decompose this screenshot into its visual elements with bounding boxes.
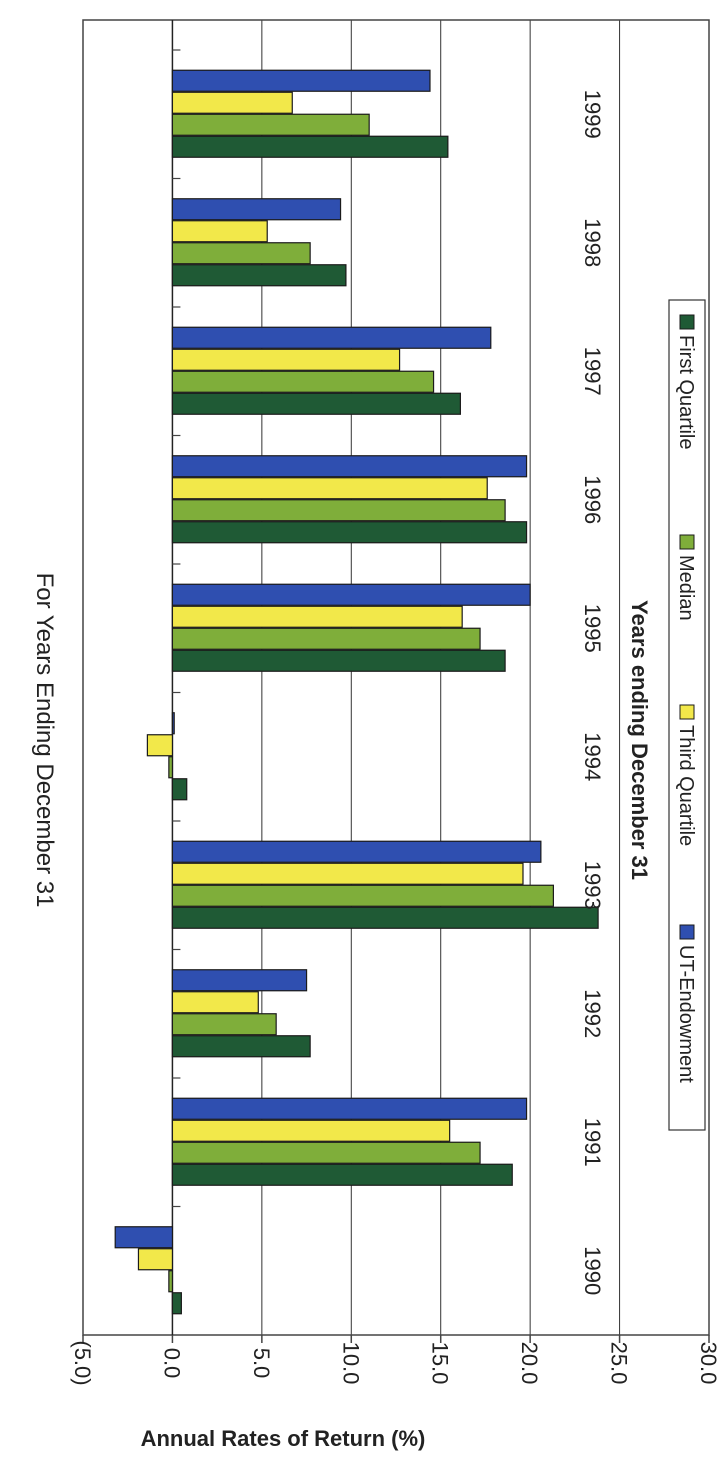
bar (171, 477, 488, 500)
bar (171, 113, 370, 136)
y-tick-label: 5.0 (249, 1348, 274, 1379)
legend-label: Median (675, 555, 697, 621)
legend-swatch (679, 534, 695, 550)
bar (171, 1013, 277, 1036)
bar (171, 712, 175, 735)
bar (171, 326, 492, 349)
legend-label: Third Quartile (675, 725, 697, 846)
bar (171, 242, 311, 265)
y-tick-label: 10.0 (338, 1342, 363, 1385)
bar (171, 649, 506, 672)
y-tick-label: 20.0 (517, 1342, 542, 1385)
bar (171, 778, 188, 801)
bar (171, 392, 461, 415)
bar (171, 1141, 481, 1164)
plot-area: (5.0) 0.0 5.0 10.0 15.0 20.0 25.0 30.0 1990 1991 1… (70, 19, 721, 1386)
x-tick-label: 1996 (580, 475, 605, 524)
y-tick-label: (5.0) (70, 1340, 95, 1385)
x-tick-label: 1994 (580, 732, 605, 781)
x-tick-label: 1995 (580, 604, 605, 653)
bar (146, 734, 174, 757)
legend-swatch (679, 314, 695, 330)
bar (171, 499, 506, 522)
x-tick-label: 1993 (580, 861, 605, 910)
x-tick-label: 1999 (580, 90, 605, 139)
y-tick-label: 25.0 (607, 1342, 632, 1385)
legend: First Quartile Median Third Quartile UT-End… (668, 299, 706, 1131)
plot-frame (82, 19, 710, 1336)
bar (168, 1270, 174, 1293)
bar (171, 884, 554, 907)
bar (171, 1119, 451, 1142)
bar (171, 605, 463, 628)
bar (171, 220, 268, 243)
bar (171, 969, 308, 992)
bar (171, 862, 524, 885)
bar (171, 991, 259, 1014)
bar (171, 455, 528, 478)
bar (171, 264, 347, 287)
bar (171, 1035, 311, 1058)
x-tick-label: 1997 (580, 347, 605, 396)
x-tick-label: 1998 (580, 218, 605, 267)
legend-swatch (679, 704, 695, 720)
y-axis-title: Annual Rates of Return (%) (141, 1426, 426, 1451)
legend-swatch (679, 924, 695, 940)
chart-title: For Years Ending December 31 (31, 573, 58, 908)
bar (171, 583, 531, 606)
bar (171, 1163, 513, 1186)
y-tick-label: 0.0 (159, 1348, 184, 1379)
x-tick-label: 1991 (580, 1118, 605, 1167)
x-axis-title: Years ending December 31 (627, 600, 652, 880)
y-tick-label: 15.0 (428, 1342, 453, 1385)
bar (171, 1292, 182, 1315)
legend-label: UT-Endowment (675, 945, 697, 1083)
bar (171, 91, 293, 114)
bar (171, 906, 599, 929)
bar (171, 370, 435, 393)
bar (114, 1226, 174, 1249)
bar (171, 627, 481, 650)
bar (171, 135, 449, 158)
x-tick-label: 1990 (580, 1246, 605, 1295)
bar (168, 756, 174, 779)
x-tick-label: 1992 (580, 989, 605, 1038)
bar (137, 1248, 174, 1271)
bar (171, 1097, 528, 1120)
bar (171, 348, 401, 371)
bar (171, 521, 528, 544)
bar (171, 840, 542, 863)
bar (171, 69, 431, 92)
legend-label: First Quartile (675, 335, 697, 449)
y-tick-label: 30.0 (696, 1342, 721, 1385)
bar (171, 198, 342, 221)
